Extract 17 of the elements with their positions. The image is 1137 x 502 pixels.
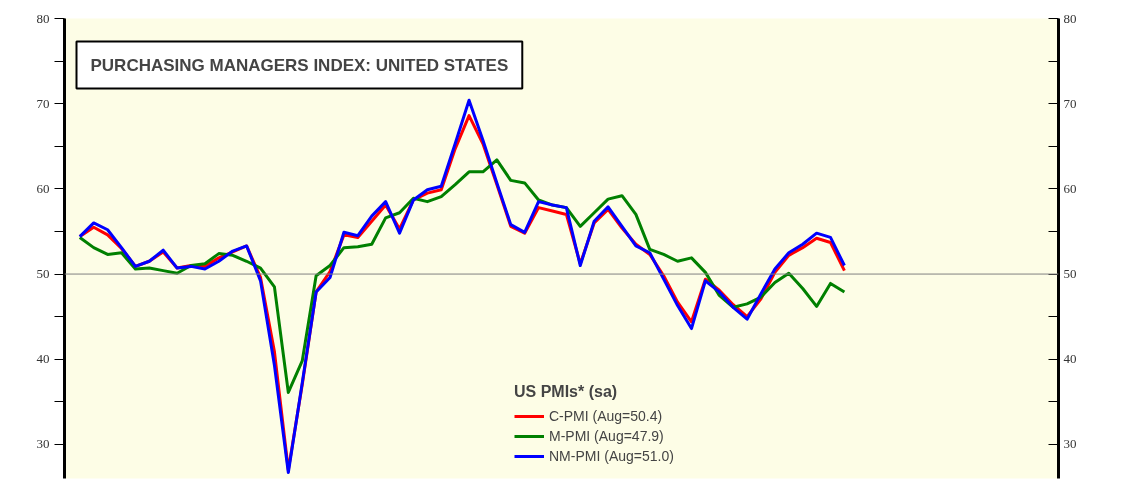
y-tick-label: 60 — [36, 180, 50, 196]
legend-title: US PMIs* (sa) — [514, 383, 619, 401]
y-tick-label: 40 — [36, 351, 50, 367]
y2-tick-label: 80 — [1063, 10, 1077, 26]
y2-tick-label: 30 — [1063, 436, 1077, 452]
legend-label: NM-PMI (Aug=51.0) — [549, 448, 674, 464]
y-tick-label: 80 — [36, 10, 50, 26]
legend-label: M-PMI (Aug=47.9) — [549, 428, 664, 444]
y-tick-label: 50 — [36, 266, 50, 282]
legend-label: C-PMI (Aug=50.4) — [549, 408, 663, 424]
y2-tick-label: 50 — [1063, 266, 1077, 282]
y-tick-label: 70 — [36, 95, 50, 111]
text: PURCHASING MANAGERS INDEX: UNITED STATES — [90, 55, 509, 75]
y2-tick-label: 40 — [1063, 351, 1077, 367]
y2-tick-label: 70 — [1063, 95, 1077, 111]
y2-tick-label: 60 — [1063, 180, 1077, 196]
y-tick-label: 30 — [36, 436, 50, 452]
